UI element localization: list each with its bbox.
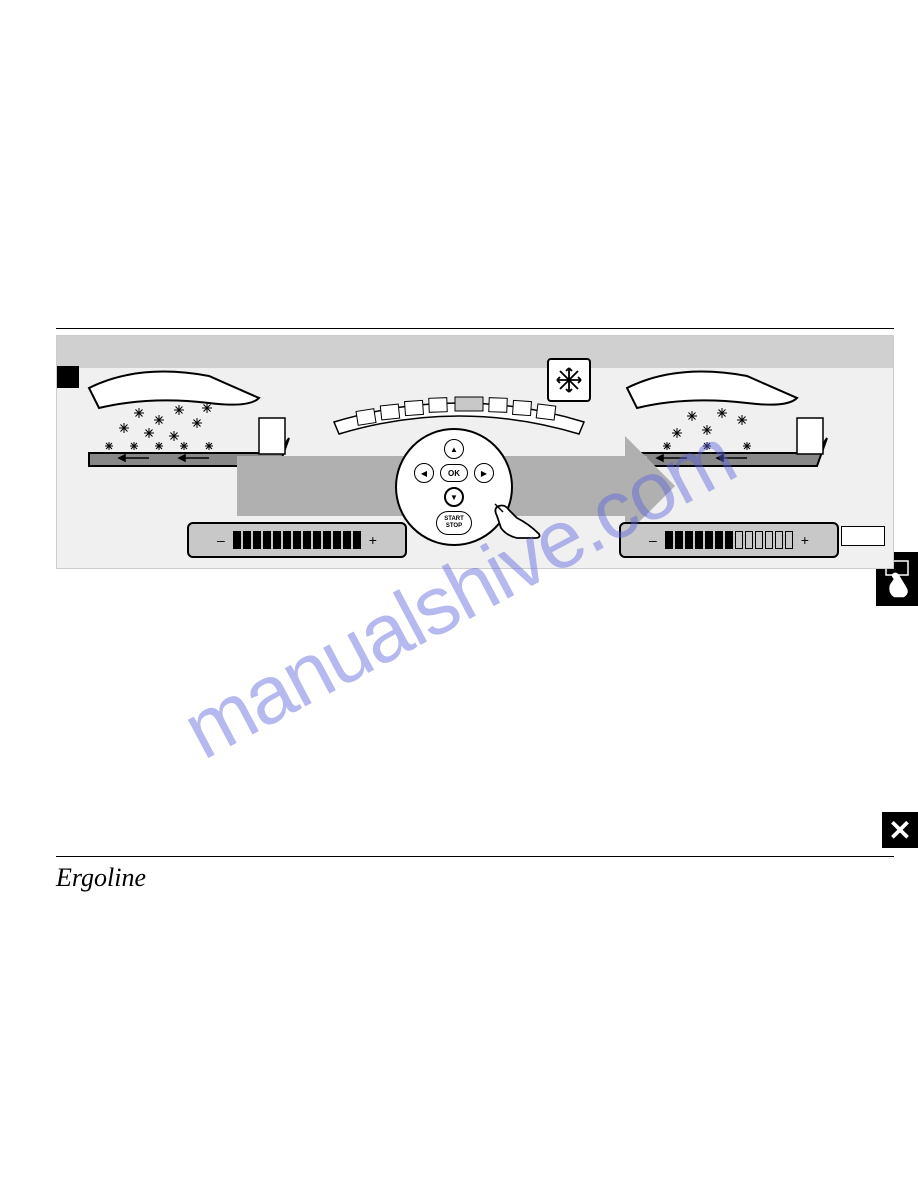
remote-startstop-button[interactable]: STARTSTOP [436,511,472,535]
level-bar-segment [675,531,683,549]
page-number-box [841,526,885,546]
side-tab-close-icon: ✕ [882,812,918,848]
level-bar-segment [765,531,773,549]
page-content: ▲ ◀ OK ▶ ▼ STARTSTOP – + – [56,328,894,569]
hand-pointer-icon [489,498,545,547]
level-bar-segment [695,531,703,549]
level-bar-segment [353,531,361,549]
level-bar-segment [253,531,261,549]
page-footer: Ergoline [56,856,894,893]
level-bar-segment [665,531,673,549]
remote-right-button[interactable]: ▶ [474,463,494,483]
minus-label: – [217,532,225,548]
display-panel-after: – + [619,522,839,558]
level-bar-segment [775,531,783,549]
level-bar-segment [745,531,753,549]
level-bar-segment [343,531,351,549]
bottom-divider [56,856,894,857]
remote-down-button[interactable]: ▼ [444,487,464,507]
remote-ok-button[interactable]: OK [440,464,468,482]
level-bar-segment [333,531,341,549]
transition-arrow-head [625,436,675,536]
remote-up-button[interactable]: ▲ [444,439,464,459]
top-divider [56,328,894,329]
level-bar-segment [323,531,331,549]
level-bar-segment [243,531,251,549]
step-marker [57,366,79,388]
plus-label: + [801,532,809,548]
level-bar-segment [263,531,271,549]
close-x-glyph: ✕ [888,814,911,847]
level-bar-segment [725,531,733,549]
plus-label: + [369,532,377,548]
level-bar-segment [233,531,241,549]
brand-signature: Ergoline [56,863,894,893]
minus-label: – [649,532,657,548]
climate-button-callout [547,358,591,402]
level-bar-segment [705,531,713,549]
level-bar-segment [283,531,291,549]
level-bar-segment [303,531,311,549]
level-bar-segment [735,531,743,549]
level-bar-segment [293,531,301,549]
level-bar-segment [755,531,763,549]
level-bars-after [665,531,793,549]
remote-left-button[interactable]: ◀ [414,463,434,483]
instruction-diagram: ▲ ◀ OK ▶ ▼ STARTSTOP – + – [56,335,894,569]
startstop-label: STARTSTOP [444,516,464,530]
display-panel-before: – + [187,522,407,558]
level-bar-segment [715,531,723,549]
level-bar-segment [313,531,321,549]
level-bar-segment [273,531,281,549]
level-bar-segment [685,531,693,549]
level-bars-before [233,531,361,549]
level-bar-segment [785,531,793,549]
